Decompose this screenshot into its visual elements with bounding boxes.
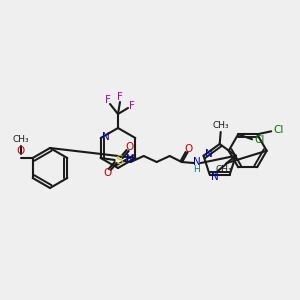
Text: O: O [16, 146, 25, 156]
Text: F: F [105, 95, 111, 105]
Text: N: N [211, 172, 219, 182]
Text: H: H [193, 164, 200, 173]
Text: CH₃: CH₃ [12, 136, 29, 145]
Text: CH₃: CH₃ [215, 165, 232, 174]
Text: S: S [115, 154, 123, 166]
Text: Cl: Cl [273, 125, 284, 135]
Text: CH₃: CH₃ [212, 122, 229, 130]
Text: N: N [205, 149, 212, 159]
Text: N: N [126, 154, 134, 164]
Text: N: N [102, 132, 110, 142]
Text: F: F [129, 101, 135, 111]
Text: F: F [117, 92, 123, 102]
Text: O: O [126, 142, 134, 152]
Text: Cl: Cl [254, 135, 264, 145]
Text: O: O [184, 144, 193, 154]
Text: N: N [193, 157, 201, 167]
Text: O: O [103, 168, 112, 178]
